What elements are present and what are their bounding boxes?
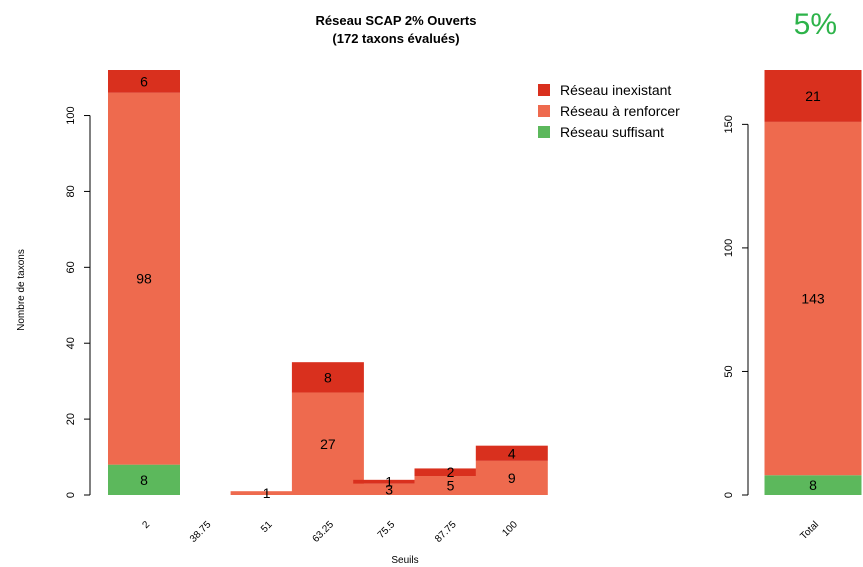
data-label: 1: [385, 474, 393, 490]
bar-segment: [475, 445, 548, 461]
data-label: 1: [263, 485, 271, 501]
legend-label: Réseau suffisant: [560, 124, 664, 140]
y-tick-label: 150: [723, 115, 735, 133]
data-label: 2: [447, 464, 455, 480]
y-tick-label: 0: [65, 492, 77, 498]
y-tick-label: 40: [65, 337, 77, 349]
data-label: 4: [508, 445, 516, 461]
y-tick-label: 60: [65, 261, 77, 273]
legend-swatch: [538, 84, 550, 96]
x-tick-label: 2: [140, 519, 152, 531]
data-label: 9: [508, 470, 516, 486]
legend: Réseau inexistant Réseau à renforcer Résea…: [538, 82, 680, 140]
data-label: 27: [320, 436, 336, 452]
data-label: 8: [140, 472, 148, 488]
bar-segment: [230, 491, 303, 495]
x-tick-label: 100: [500, 519, 520, 539]
bar-segment: [108, 70, 180, 93]
legend-label: Réseau à renforcer: [560, 103, 680, 119]
legend-swatch: [538, 105, 550, 117]
x-tick-label: 38.75: [188, 519, 214, 545]
data-label: 6: [140, 73, 148, 89]
legend-swatch: [538, 126, 550, 138]
data-label: 8: [809, 477, 817, 493]
bar-segment: [475, 460, 548, 495]
y-tick-label: 100: [65, 106, 77, 124]
bar-segment: [414, 476, 487, 495]
bar-segment: [764, 475, 862, 495]
data-label: 21: [805, 88, 821, 104]
bar-segment: [764, 121, 862, 476]
chart-subtitle: (172 taxons évalués): [332, 31, 459, 46]
bar-segment: [108, 92, 180, 465]
data-label: 3: [385, 481, 393, 497]
y-tick-label: 50: [723, 365, 735, 377]
bar-segment: [291, 362, 364, 393]
bar-segment: [414, 468, 487, 477]
percent-badge: 5%: [793, 8, 837, 41]
y-tick-label: 0: [723, 492, 735, 498]
x-tick-label: 51: [259, 519, 275, 535]
y-tick-label: 20: [65, 413, 77, 425]
y-tick-label: 100: [723, 239, 735, 257]
data-label: 143: [801, 291, 825, 307]
data-label: 8: [324, 369, 332, 385]
bar-segment: [353, 479, 426, 484]
x-tick-label: 87.75: [433, 519, 459, 545]
bar-segment: [291, 392, 364, 495]
data-label: 98: [136, 271, 152, 287]
x-axis-label: Seuils: [391, 555, 418, 566]
bar-segment: [353, 483, 426, 495]
legend-label: Réseau inexistant: [560, 82, 671, 98]
bar-segment: [764, 70, 862, 122]
y-axis-label: Nombre de taxons: [16, 249, 27, 331]
x-tick-label: 63.25: [311, 519, 337, 545]
total-plot: 0 50 100 150 8 143 21 Total: [723, 70, 862, 542]
x-tick-label: Total: [798, 519, 821, 542]
bar-segment: [108, 464, 180, 495]
chart-title: Réseau SCAP 2% Ouverts: [316, 13, 477, 28]
x-tick-label: 75.5: [376, 519, 398, 541]
data-label: 5: [447, 478, 455, 494]
y-tick-label: 80: [65, 185, 77, 197]
